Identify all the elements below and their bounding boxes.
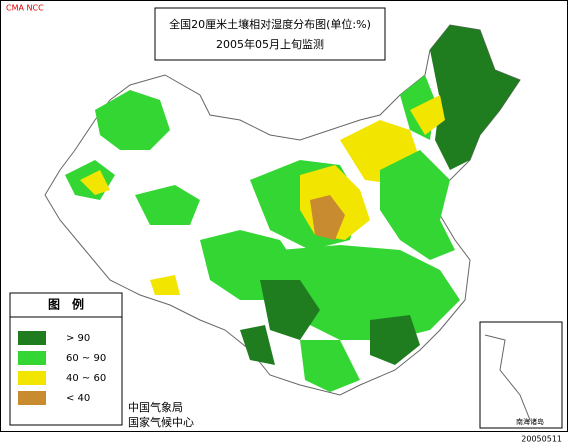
region — [260, 280, 320, 340]
region — [370, 315, 420, 365]
legend-label: 60 ~ 90 — [66, 353, 106, 364]
region — [150, 275, 180, 295]
region — [310, 195, 345, 240]
legend-items: > 90 60 ~ 90 40 ~ 60 < 40 — [18, 331, 106, 405]
footer-center: 国家气候中心 — [128, 415, 194, 429]
title-box — [154, 7, 386, 61]
region — [410, 95, 445, 135]
region — [95, 90, 170, 150]
legend-swatch — [18, 371, 46, 385]
region — [380, 150, 455, 260]
legend-title: 图 例 — [48, 297, 84, 312]
inset-label: 南海诸岛 — [516, 417, 544, 426]
region — [240, 325, 275, 365]
date-stamp: 20050511 — [521, 435, 562, 444]
region — [135, 185, 200, 225]
legend-swatch — [18, 391, 46, 405]
title: 全国20厘米土壤相对湿度分布图(单位:%) — [169, 17, 371, 31]
legend-swatch — [18, 351, 46, 365]
legend-label: < 40 — [66, 393, 90, 404]
footer-org: 中国气象局 — [128, 400, 183, 414]
region — [430, 25, 520, 170]
region — [80, 170, 110, 195]
moisture-regions — [65, 25, 520, 392]
legend-label: > 90 — [66, 333, 90, 344]
legend-swatch — [18, 331, 46, 345]
region — [300, 340, 360, 392]
region — [280, 245, 460, 340]
inset-box — [479, 321, 563, 429]
legend-label: 40 ~ 60 — [66, 373, 106, 384]
inset-coast — [484, 334, 531, 421]
subtitle: 2005年05月上旬监测 — [216, 37, 324, 51]
logo: CMA NCC — [6, 4, 44, 13]
